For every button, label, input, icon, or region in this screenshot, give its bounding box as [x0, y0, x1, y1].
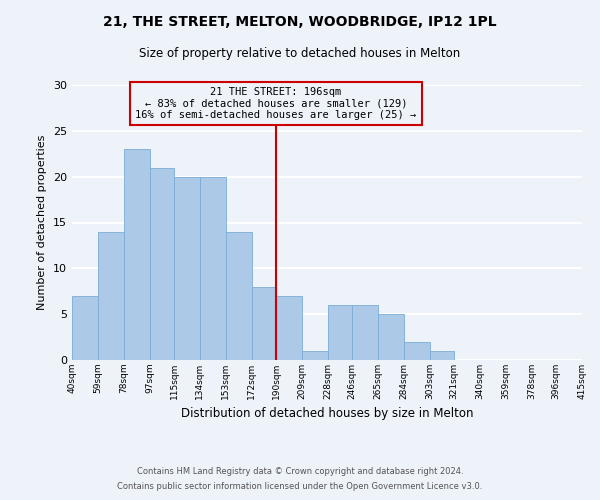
Bar [378, 314, 404, 360]
Bar [328, 305, 352, 360]
X-axis label: Distribution of detached houses by size in Melton: Distribution of detached houses by size … [181, 408, 473, 420]
Bar [251, 286, 276, 360]
Bar [226, 232, 251, 360]
Bar [302, 351, 328, 360]
Bar [404, 342, 430, 360]
Bar [430, 351, 454, 360]
Text: 21, THE STREET, MELTON, WOODBRIDGE, IP12 1PL: 21, THE STREET, MELTON, WOODBRIDGE, IP12… [103, 15, 497, 29]
Text: Size of property relative to detached houses in Melton: Size of property relative to detached ho… [139, 48, 461, 60]
Text: Contains public sector information licensed under the Open Government Licence v3: Contains public sector information licen… [118, 482, 482, 491]
Bar [149, 168, 174, 360]
Text: Contains HM Land Registry data © Crown copyright and database right 2024.: Contains HM Land Registry data © Crown c… [137, 467, 463, 476]
Bar [200, 176, 226, 360]
Bar [72, 296, 98, 360]
Bar [98, 232, 124, 360]
Bar [352, 305, 378, 360]
Bar [124, 149, 149, 360]
Bar [276, 296, 302, 360]
Y-axis label: Number of detached properties: Number of detached properties [37, 135, 47, 310]
Bar [174, 176, 200, 360]
Text: 21 THE STREET: 196sqm
← 83% of detached houses are smaller (129)
16% of semi-det: 21 THE STREET: 196sqm ← 83% of detached … [136, 87, 416, 120]
